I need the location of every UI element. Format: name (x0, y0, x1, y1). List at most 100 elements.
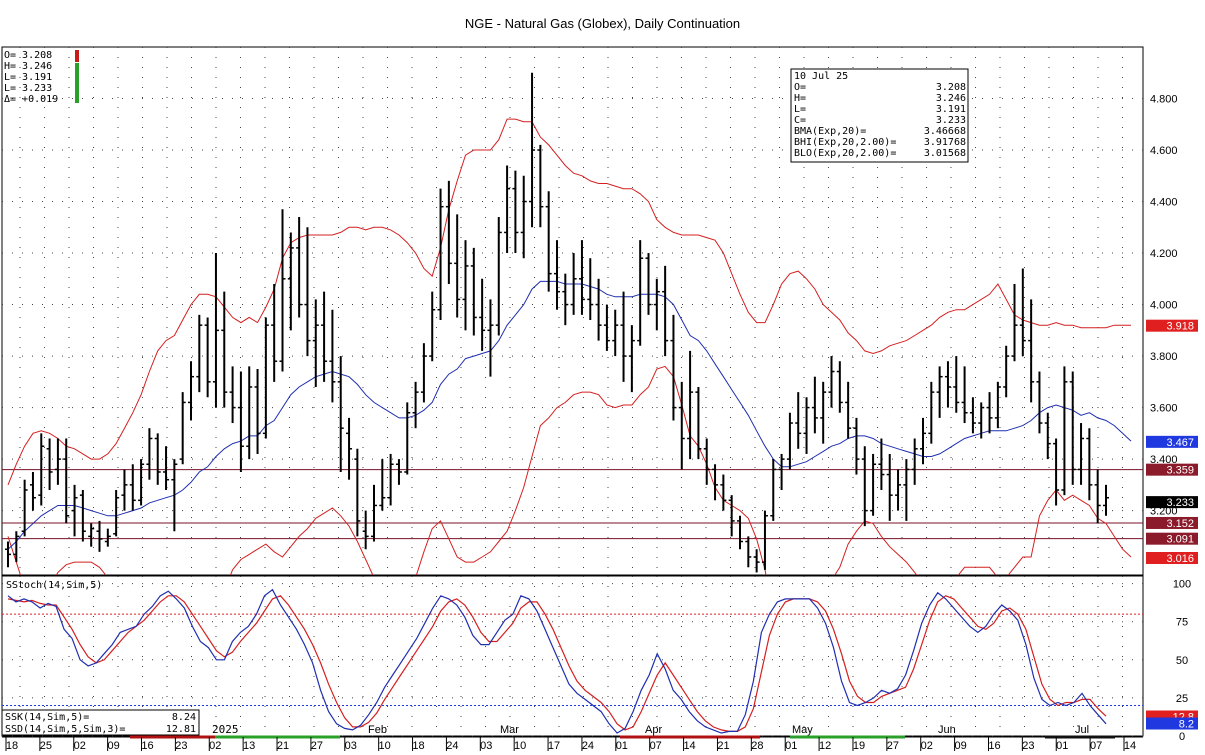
price-tag-box (1146, 552, 1198, 565)
stoch-tick-label: 50 (1176, 655, 1188, 667)
date-tick-label: 17 (548, 740, 560, 752)
date-tick-label: 09 (108, 740, 120, 752)
date-tick-label: 03 (480, 740, 492, 752)
ssd-readout-label: SSD(14,Sim,5,Sim,3)= (5, 724, 125, 735)
month-label: Jul (1075, 724, 1089, 736)
price-tick-label: 4.200 (1150, 248, 1178, 260)
price-tag-label: 3.091 (1166, 534, 1194, 546)
info-row-value: 3.01568 (924, 148, 966, 159)
grid-layer (2, 47, 1143, 737)
info-row-label: BLO(Exp,20,2.00)= (794, 148, 896, 159)
month-label: Jun (938, 724, 956, 736)
info-row-value: 3.233 (936, 115, 966, 126)
ohlc-bars (5, 72, 1109, 573)
date-tick-label: 14 (683, 740, 695, 752)
price-tick-label: 3.200 (1150, 506, 1178, 518)
stoch-tick-label: 25 (1176, 693, 1188, 705)
info-row-label: H= (794, 93, 806, 104)
stoch-readout: SSK(14,Sim,5)= 8.24 SSD(14,Sim,5,Sim,3)=… (1, 709, 200, 736)
ssk-line (7, 588, 1107, 734)
price-tag-box (1146, 463, 1198, 476)
price-tick-label: 4.800 (1150, 94, 1178, 106)
stoch-tag-box (1146, 717, 1198, 730)
stochastic-lines (2, 588, 1143, 734)
readout-color-chip-green (75, 63, 79, 103)
date-tick-label: 23 (1022, 740, 1034, 752)
date-tick-label: 18 (412, 740, 424, 752)
stoch-tick-label: 0 (1179, 731, 1185, 743)
price-tag-label: 3.152 (1166, 518, 1194, 530)
date-tick-label: 07 (650, 740, 662, 752)
price-tags: 3.9183.4673.3593.2333.1523.0913.01612.88… (1146, 319, 1198, 731)
date-tick-label: 21 (717, 740, 729, 752)
date-tick-label: 24 (446, 740, 458, 752)
support-resistance-lines (2, 469, 1143, 540)
stoch-tag-label: 8.2 (1179, 719, 1194, 731)
date-tick-label: 01 (1056, 740, 1068, 752)
date-tick-label: 27 (311, 740, 323, 752)
info-row-label: O= (794, 82, 806, 93)
info-row-label: BHI(Exp,20,2.00)= (794, 137, 896, 148)
price-tag-box (1146, 516, 1198, 529)
month-label: May (792, 724, 813, 736)
date-tick-label: 14 (1124, 740, 1136, 752)
ssd-readout-value: 12.81 (166, 724, 196, 735)
date-tick-label: 03 (345, 740, 357, 752)
info-box: 10 Jul 25 O= 3.208 H= 3.246 L= 3.191 C= 3.233 BM… (790, 68, 969, 163)
date-tick-label: 12 (819, 740, 831, 752)
date-tick-label: 10 (379, 740, 391, 752)
chart-title: NGE - Natural Gas (Globex), Daily Contin… (464, 16, 741, 31)
readout-change: Δ= +0.019 (4, 94, 58, 105)
ssk-readout-label: SSK(14,Sim,5)= (5, 712, 89, 723)
price-tick-label: 4.400 (1150, 197, 1178, 209)
date-tick-label: 18 (6, 740, 18, 752)
bollinger-upper-line (7, 118, 1131, 486)
date-tick-label: 07 (1090, 740, 1102, 752)
date-tick-label: 02 (209, 740, 221, 752)
date-tick-label: 28 (751, 740, 763, 752)
date-tick-label: 09 (954, 740, 966, 752)
info-row-value: 3.91768 (924, 137, 966, 148)
info-row-label: L= (794, 104, 806, 115)
date-tick-label: 16 (988, 740, 1000, 752)
info-row-value: 3.246 (936, 93, 966, 104)
bollinger-bands (7, 118, 1132, 575)
info-date: 10 Jul 25 (794, 71, 848, 82)
date-tick-label: 10 (514, 740, 526, 752)
bollinger-lower-line (7, 365, 1132, 575)
date-tick-label: 02 (74, 740, 86, 752)
price-tag-box (1146, 319, 1198, 332)
ssd-line (7, 595, 1107, 733)
price-tag-box (1146, 496, 1198, 509)
price-tick-label: 3.600 (1150, 403, 1178, 415)
month-label: Feb (368, 724, 387, 736)
price-axis: 4.800 4.600 4.400 4.200 4.000 3.800 3.600 3.400… (1150, 94, 1191, 743)
price-tag-box (1146, 532, 1198, 545)
bars-group (5, 72, 1109, 573)
date-tick-label: 01 (785, 740, 797, 752)
stoch-label: SStoch(14,Sim,5) (6, 580, 102, 591)
readout-close: L= 3.233 (4, 83, 52, 94)
price-tag-label: 3.359 (1166, 465, 1194, 477)
readout-open: O= 3.208 (4, 50, 52, 61)
price-tag-label: 3.467 (1166, 437, 1194, 449)
info-row-label: BMA(Exp,20)= (794, 126, 866, 137)
year-label: 2025 (212, 723, 239, 736)
info-row-label: C= (794, 115, 806, 126)
info-row-value: 3.46668 (924, 126, 966, 137)
date-tick-label: 13 (243, 740, 255, 752)
date-tick-label: 01 (616, 740, 628, 752)
date-tick-label: 21 (277, 740, 289, 752)
readout-high: H= 3.246 (4, 61, 52, 72)
price-tag-label: 3.918 (1166, 321, 1194, 333)
price-tag-label: 3.233 (1166, 497, 1194, 509)
price-tag-label: 3.016 (1166, 553, 1194, 565)
stoch-tick-label: 100 (1173, 579, 1191, 591)
month-label: Apr (645, 724, 662, 736)
price-tick-label: 4.000 (1150, 300, 1178, 312)
bollinger-mid-line (7, 280, 1132, 550)
info-row-value: 3.208 (936, 82, 966, 93)
readout-low: L= 3.191 (4, 72, 52, 83)
bands-group (7, 118, 1132, 575)
